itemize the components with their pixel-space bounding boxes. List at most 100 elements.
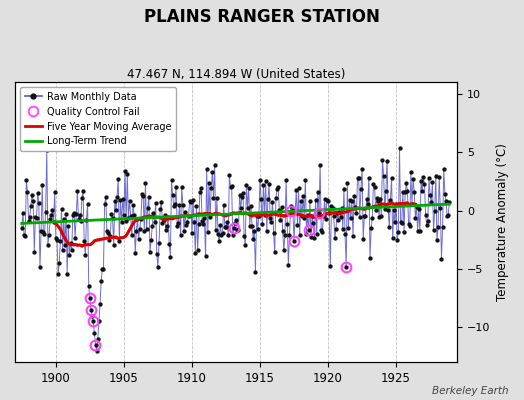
Point xyxy=(52,234,60,241)
Point xyxy=(264,196,272,202)
Point xyxy=(401,189,409,196)
Point xyxy=(41,208,50,215)
Point xyxy=(376,196,385,202)
Point xyxy=(335,208,344,215)
Point xyxy=(274,184,282,190)
Point xyxy=(288,208,296,214)
Point xyxy=(231,219,239,226)
Point xyxy=(377,213,386,219)
Point xyxy=(258,220,266,227)
Point xyxy=(312,231,321,237)
Point xyxy=(256,177,264,184)
Point xyxy=(111,198,119,204)
Point xyxy=(395,145,403,152)
Point xyxy=(25,218,33,224)
Point xyxy=(179,202,187,208)
Point xyxy=(81,252,90,258)
Point xyxy=(98,266,106,272)
Point xyxy=(192,203,201,209)
Point xyxy=(84,283,93,290)
Point xyxy=(416,228,424,234)
Point xyxy=(437,256,445,262)
Point xyxy=(358,166,366,172)
Point xyxy=(397,218,405,225)
Point xyxy=(130,212,138,218)
Point xyxy=(304,226,313,233)
Point xyxy=(212,226,220,233)
Point xyxy=(428,179,436,186)
Point xyxy=(50,189,59,195)
Point xyxy=(257,196,265,202)
Point xyxy=(217,232,226,238)
Point xyxy=(323,196,331,203)
Point xyxy=(361,212,369,219)
Point xyxy=(247,203,255,210)
Point xyxy=(407,169,415,176)
Point xyxy=(442,198,450,204)
Point xyxy=(383,157,391,164)
Point xyxy=(346,215,355,222)
Point xyxy=(171,201,179,207)
Point xyxy=(117,219,126,225)
Point xyxy=(319,212,328,219)
Point xyxy=(64,222,72,229)
Point xyxy=(194,220,203,227)
Point xyxy=(184,213,193,220)
Point xyxy=(193,247,202,253)
Point xyxy=(128,232,136,238)
Point xyxy=(158,220,167,226)
Point xyxy=(419,174,428,180)
Point xyxy=(393,236,401,243)
Point xyxy=(321,196,329,202)
Point xyxy=(91,342,100,348)
Point xyxy=(431,208,439,214)
Point xyxy=(378,157,387,163)
Point xyxy=(60,216,68,222)
Point xyxy=(167,177,176,184)
Point xyxy=(410,188,419,195)
Point xyxy=(425,175,433,181)
Point xyxy=(289,206,297,213)
Point xyxy=(200,214,209,221)
Point xyxy=(387,175,396,181)
Point xyxy=(370,184,379,190)
Point xyxy=(432,172,440,179)
Point xyxy=(77,218,85,224)
Point xyxy=(147,237,155,244)
Point xyxy=(74,216,83,222)
Point xyxy=(162,227,170,234)
Point xyxy=(445,198,454,205)
Point xyxy=(232,217,241,223)
Point xyxy=(215,238,223,245)
Point xyxy=(406,223,414,229)
Point xyxy=(182,222,190,228)
Point xyxy=(155,240,163,246)
Point xyxy=(269,230,278,236)
Point xyxy=(360,213,368,220)
Point xyxy=(124,215,133,221)
Point xyxy=(71,234,79,241)
Point xyxy=(131,250,139,256)
Point xyxy=(317,226,325,233)
Point xyxy=(400,229,408,235)
Point xyxy=(101,201,109,208)
Point xyxy=(28,192,36,198)
Point xyxy=(21,232,29,239)
Point xyxy=(92,348,101,354)
Point xyxy=(140,228,148,234)
Point xyxy=(99,266,107,272)
Point xyxy=(353,175,362,182)
Point xyxy=(85,295,94,301)
Point xyxy=(68,247,76,253)
Point xyxy=(72,210,81,217)
Point xyxy=(177,231,185,238)
Point xyxy=(281,232,289,238)
Point xyxy=(388,235,397,241)
Point xyxy=(426,192,434,198)
Point xyxy=(440,166,448,172)
Point xyxy=(301,176,310,183)
Point xyxy=(290,238,298,245)
Point xyxy=(226,184,235,190)
Point xyxy=(324,198,332,204)
Point xyxy=(369,181,378,188)
